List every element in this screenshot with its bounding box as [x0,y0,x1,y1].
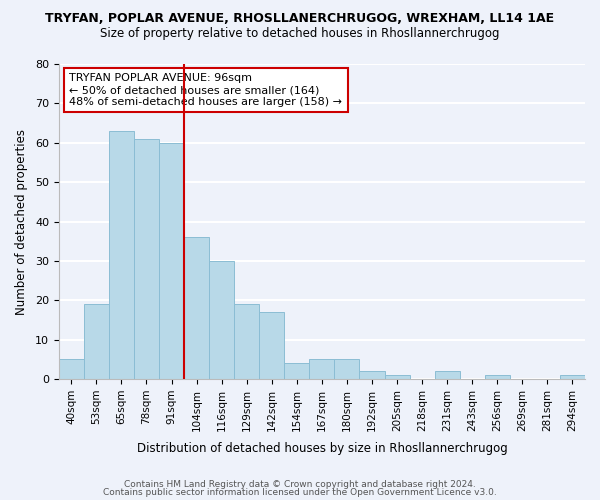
Text: Contains HM Land Registry data © Crown copyright and database right 2024.: Contains HM Land Registry data © Crown c… [124,480,476,489]
Bar [84,304,109,379]
Bar [485,375,510,379]
Text: Size of property relative to detached houses in Rhosllannerchrugog: Size of property relative to detached ho… [100,28,500,40]
Bar [385,375,410,379]
Bar [234,304,259,379]
Text: TRYFAN POPLAR AVENUE: 96sqm
← 50% of detached houses are smaller (164)
48% of se: TRYFAN POPLAR AVENUE: 96sqm ← 50% of det… [70,74,343,106]
Bar [334,360,359,379]
Bar [134,139,159,379]
X-axis label: Distribution of detached houses by size in Rhosllannerchrugog: Distribution of detached houses by size … [137,442,507,455]
Text: TRYFAN, POPLAR AVENUE, RHOSLLANERCHRUGOG, WREXHAM, LL14 1AE: TRYFAN, POPLAR AVENUE, RHOSLLANERCHRUGOG… [46,12,554,26]
Bar [359,371,385,379]
Bar [209,261,234,379]
Bar [109,131,134,379]
Bar [159,143,184,379]
Text: Contains public sector information licensed under the Open Government Licence v3: Contains public sector information licen… [103,488,497,497]
Bar [259,312,284,379]
Bar [184,238,209,379]
Y-axis label: Number of detached properties: Number of detached properties [15,128,28,314]
Bar [560,375,585,379]
Bar [434,371,460,379]
Bar [59,360,84,379]
Bar [310,360,334,379]
Bar [284,364,310,379]
